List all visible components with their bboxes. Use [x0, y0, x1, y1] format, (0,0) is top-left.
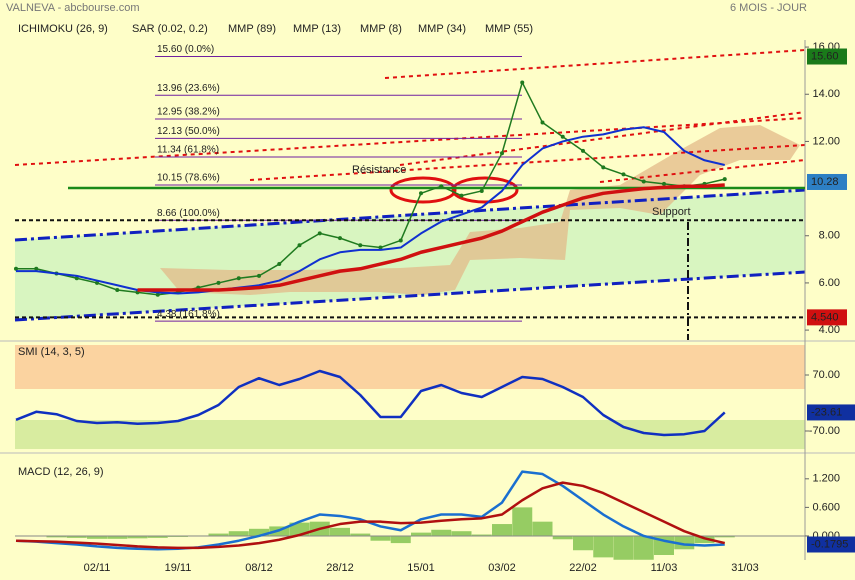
y-tick-label: 70.00	[812, 369, 840, 381]
y-tick-label: 1.200	[812, 473, 840, 485]
series-line	[15, 481, 726, 550]
fib-label: 8.66 (100.0%)	[157, 208, 220, 219]
legend-item: MMP (34)	[418, 23, 466, 35]
trend-line	[14, 117, 806, 166]
histogram-bar	[249, 528, 269, 536]
last-value-label: -23.61	[811, 406, 842, 418]
histogram-bar	[147, 535, 168, 538]
histogram-bar	[512, 507, 533, 536]
y-tick-label: 14.00	[812, 88, 840, 100]
price-box	[807, 173, 847, 190]
channel-line	[14, 188, 806, 242]
resistance-circle	[389, 176, 457, 204]
histogram-bar	[431, 529, 452, 536]
y-tick-label: 0.600	[812, 501, 840, 513]
histogram-bar	[532, 521, 553, 536]
legend-item: MMP (13)	[293, 23, 341, 35]
x-tick-label: 11/03	[651, 562, 678, 574]
annotation: Résistance	[352, 164, 406, 176]
histogram-bar	[593, 535, 614, 558]
series-line	[137, 183, 725, 292]
price-label: 4.540	[811, 311, 839, 323]
header-period: 6 MOIS - JOUR	[730, 2, 807, 14]
series-line	[16, 81, 725, 296]
trend-line	[384, 49, 806, 79]
fib-label: 12.13 (50.0%)	[157, 126, 220, 137]
x-tick-label: 31/03	[731, 562, 759, 574]
header-title: VALNEVA - abcbourse.com	[6, 2, 140, 14]
y-tick-label: 8.00	[819, 230, 840, 242]
histogram-bar	[451, 531, 472, 536]
y-tick-label: -70.00	[809, 425, 840, 437]
histogram-bar	[552, 535, 573, 540]
last-value-box	[807, 404, 855, 421]
fib-label: 13.96 (23.6%)	[157, 83, 220, 94]
histogram-bar	[714, 535, 735, 538]
histogram-bar	[208, 533, 229, 536]
legend-item: MMP (8)	[360, 23, 402, 35]
last-value-label: -0.1795	[811, 538, 848, 550]
panel-title: SMI (14, 3, 5)	[18, 346, 85, 358]
histogram-bar	[66, 535, 87, 538]
fib-label: 4.38 (161.8%)	[157, 309, 220, 320]
histogram-bar	[127, 535, 148, 539]
legend-item: MMP (89)	[228, 23, 276, 35]
overbought-zone	[15, 345, 805, 389]
fib-label: 15.60 (0.0%)	[157, 44, 214, 55]
x-tick-label: 22/02	[569, 562, 597, 574]
histogram-bar	[350, 533, 371, 536]
x-tick-label: 02/11	[84, 562, 111, 574]
fib-label: 10.15 (78.6%)	[157, 173, 220, 184]
histogram-bar	[330, 527, 350, 536]
x-tick-label: 28/12	[326, 562, 354, 574]
histogram-bar	[228, 531, 249, 536]
histogram-bar	[87, 535, 107, 539]
histogram-bar	[633, 535, 654, 560]
histogram-bar	[46, 535, 67, 538]
resistance-circle	[451, 176, 519, 204]
legend-item: ICHIMOKU (26, 9)	[18, 23, 108, 35]
y-tick-label: 4.00	[819, 324, 840, 336]
price-box	[807, 48, 847, 65]
y-tick-label: 6.00	[819, 277, 840, 289]
series-line	[16, 126, 725, 295]
histogram-bar	[613, 535, 634, 560]
series-line	[15, 369, 726, 437]
price-label: 15.60	[811, 50, 839, 62]
channel-line	[14, 270, 806, 322]
ichimoku-cloud	[160, 125, 800, 295]
histogram-bar	[390, 535, 411, 544]
histogram-bar	[573, 535, 593, 551]
histogram-bar	[411, 532, 431, 536]
annotation: Support	[652, 206, 691, 218]
x-tick-label: 19/11	[165, 562, 192, 574]
histogram-bar	[471, 534, 492, 536]
x-tick-label: 08/12	[245, 562, 273, 574]
x-tick-label: 15/01	[407, 562, 435, 574]
histogram-bar	[107, 535, 128, 539]
legend-item: MMP (55)	[485, 23, 533, 35]
fib-label: 11.34 (61.8%)	[157, 145, 219, 156]
x-tick-label: 03/02	[488, 562, 516, 574]
last-value-box	[807, 536, 855, 553]
price-label: 10.28	[811, 176, 839, 188]
y-tick-label: 12.00	[812, 135, 840, 147]
fib-label: 12.95 (38.2%)	[157, 107, 220, 118]
histogram-bar	[370, 535, 391, 541]
price-box	[807, 309, 847, 326]
histogram-bar	[492, 524, 512, 536]
legend-item: SAR (0.02, 0.2)	[132, 23, 208, 35]
panel-title: MACD (12, 26, 9)	[18, 466, 104, 478]
